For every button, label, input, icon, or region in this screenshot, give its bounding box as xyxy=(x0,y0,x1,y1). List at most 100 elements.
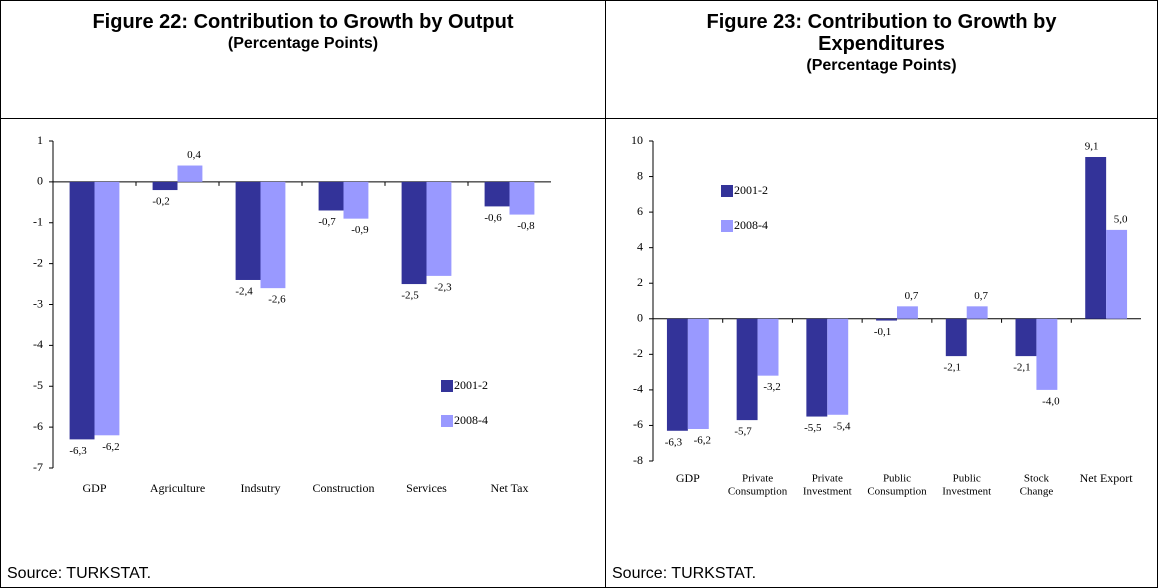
bar xyxy=(426,181,452,276)
title: Figure 23: Contribution to Growth by Exp… xyxy=(706,11,1057,55)
data-label: -2,4 xyxy=(235,286,253,298)
x-tick-label: Private xyxy=(742,473,773,485)
source: Source: TURKSTAT. xyxy=(612,565,757,582)
x-tick-label: Consumption xyxy=(867,486,927,498)
x-tick-label: Investment xyxy=(942,486,991,498)
y-tick-label: 0 xyxy=(37,174,43,188)
y-tick-label: 4 xyxy=(637,239,643,253)
chart: -8 -6 -4 -2 0 2 4 6 8 10 GDP Private Consumption Priv… xyxy=(631,133,1141,498)
y-tick-label: -7 xyxy=(33,460,43,474)
x-tick-label: Investment xyxy=(803,486,852,498)
data-label: -5,4 xyxy=(833,420,851,432)
bar xyxy=(876,318,897,321)
legend-swatch xyxy=(721,185,733,197)
y-tick-label: 10 xyxy=(631,133,643,147)
y-tick-label: -2 xyxy=(33,255,43,269)
legend-label: 2001-2 xyxy=(734,183,768,197)
x-tick-label: Stock xyxy=(1024,473,1050,485)
x-tick-label: Net Tax xyxy=(491,481,529,495)
y-tick-label: 2 xyxy=(637,275,643,289)
data-label: -6,2 xyxy=(694,435,711,447)
y-tick-label: -4 xyxy=(633,382,643,396)
legend-label: 2008-4 xyxy=(734,218,768,232)
y-tick-label: 8 xyxy=(637,168,643,182)
bar xyxy=(897,306,918,319)
bar xyxy=(69,181,95,440)
y-tick-label: -6 xyxy=(633,417,643,431)
data-label: -6,3 xyxy=(69,445,87,457)
y-tick-label: -3 xyxy=(33,296,43,310)
y-tick-label: -4 xyxy=(33,337,43,351)
data-label: -0,1 xyxy=(874,326,891,338)
x-tick-label: Services xyxy=(406,481,447,495)
data-label: -4,0 xyxy=(1042,395,1060,407)
subtitle: (Percentage Points) xyxy=(806,57,957,74)
data-label: -2,3 xyxy=(434,281,452,293)
bar xyxy=(260,181,286,289)
x-tick-label: GDP xyxy=(676,471,700,485)
bar xyxy=(509,181,535,215)
source: Source: TURKSTAT. xyxy=(7,565,152,582)
x-tick-label: Change xyxy=(1020,486,1054,498)
x-tick-label: Indsutry xyxy=(241,481,281,495)
data-label: -0,2 xyxy=(152,196,169,208)
data-label: -3,2 xyxy=(763,381,780,393)
data-label: -2,6 xyxy=(268,294,286,306)
bar xyxy=(235,181,261,280)
data-label: 9,1 xyxy=(1085,141,1099,153)
panel: Figure 23: Contribution to Growth by Exp… xyxy=(606,1,1157,587)
bar xyxy=(806,318,828,417)
bar xyxy=(757,318,779,376)
x-tick-label: Public xyxy=(883,473,911,485)
bar xyxy=(94,181,120,436)
bar xyxy=(1106,229,1128,319)
x-tick-label: Construction xyxy=(313,481,375,495)
header: Figure 22: Contribution to Growth by Out… xyxy=(1,1,605,119)
legend-swatch xyxy=(721,220,733,232)
subtitle: (Percentage Points) xyxy=(227,35,379,52)
data-label: -5,7 xyxy=(734,426,752,438)
y-tick-label: -6 xyxy=(33,419,43,433)
bar xyxy=(484,181,510,207)
bar xyxy=(318,181,344,211)
chart: -7 -6 -5 -4 -3 -2 -1 0 1 GDP Agriculture Indsutry Co… xyxy=(33,133,551,495)
x-tick-label: Public xyxy=(953,473,981,485)
bar xyxy=(177,165,203,182)
bar xyxy=(827,318,849,415)
data-label: -0,9 xyxy=(351,224,369,236)
data-label: -0,6 xyxy=(484,212,502,224)
x-tick-label: Private xyxy=(812,473,843,485)
panel: Figure 22: Contribution to Growth by Out… xyxy=(1,1,606,587)
x-tick-label: Net Export xyxy=(1080,471,1134,485)
legend-label: 2001-2 xyxy=(454,378,488,392)
bar xyxy=(152,181,178,191)
y-tick-label: -5 xyxy=(33,378,43,392)
y-tick-label: 0 xyxy=(637,311,643,325)
bar xyxy=(401,181,427,285)
data-label: -0,7 xyxy=(318,216,336,228)
data-label: -5,5 xyxy=(804,422,822,434)
y-tick-label: -8 xyxy=(633,453,643,467)
y-tick-label: -1 xyxy=(33,215,43,229)
data-label: -6,2 xyxy=(102,441,119,453)
bar xyxy=(687,318,709,429)
data-label: 0,7 xyxy=(905,290,919,302)
data-label: 5,0 xyxy=(1114,213,1128,225)
y-tick-label: 6 xyxy=(637,204,643,218)
y-tick-label: 1 xyxy=(37,133,43,147)
bar xyxy=(966,306,988,319)
x-tick-label: GDP xyxy=(82,481,106,495)
bar xyxy=(736,318,758,421)
title: Figure 22: Contribution to Growth by Out… xyxy=(92,11,514,33)
y-tick-label: -2 xyxy=(633,346,643,360)
bar xyxy=(1085,157,1107,319)
data-label: -2,1 xyxy=(1013,362,1030,374)
data-label: -0,8 xyxy=(517,220,535,232)
legend-label: 2008-4 xyxy=(454,413,488,427)
data-label: -6,3 xyxy=(665,436,683,448)
data-label: 0,4 xyxy=(187,149,201,161)
data-label: 0,7 xyxy=(974,290,988,302)
bar xyxy=(945,318,967,357)
bar xyxy=(1015,318,1037,357)
